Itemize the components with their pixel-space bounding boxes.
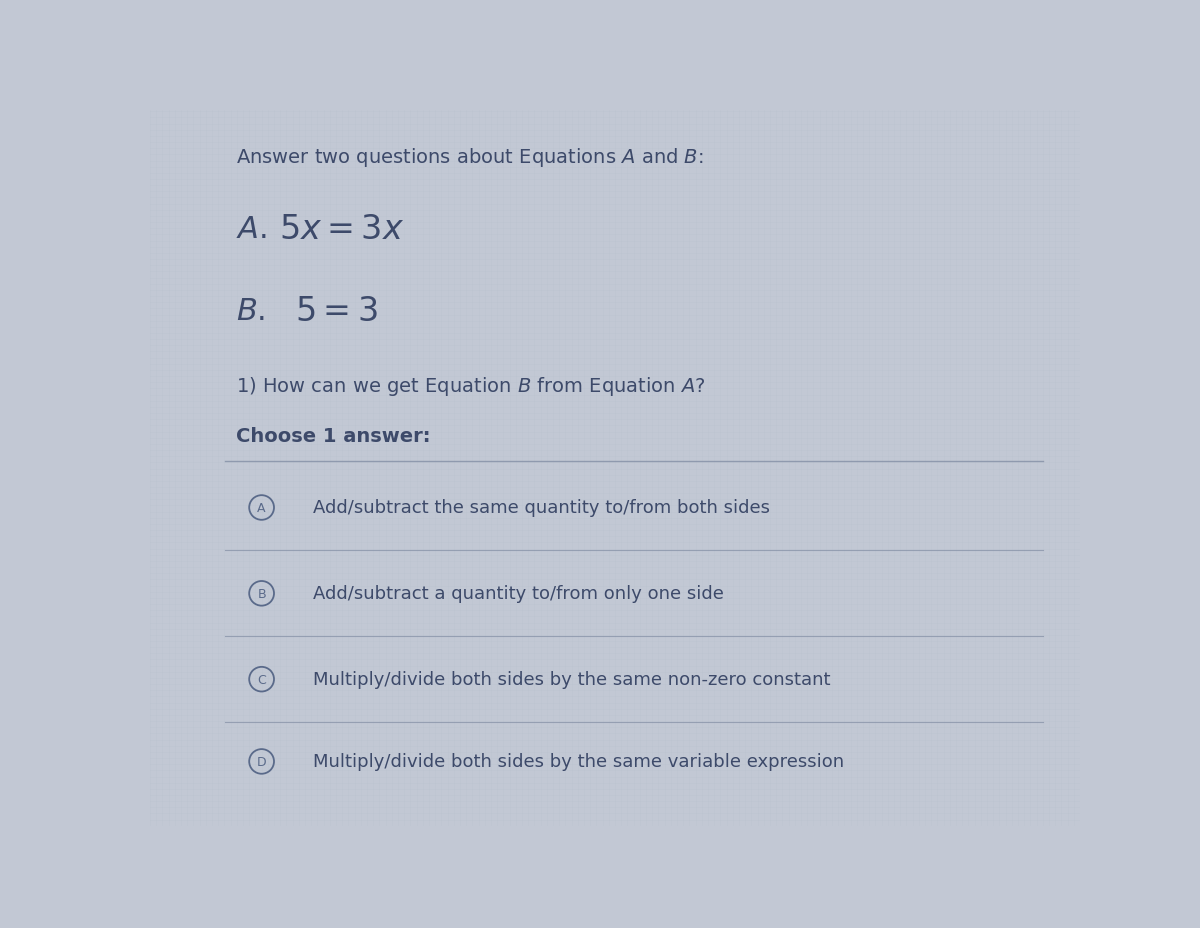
Text: Answer two questions about Equations $\mathit{A}$ and $\mathit{B}$:: Answer two questions about Equations $\m…	[236, 147, 704, 169]
Text: B: B	[257, 587, 266, 600]
Text: Multiply/divide both sides by the same variable expression: Multiply/divide both sides by the same v…	[313, 753, 844, 770]
Text: A: A	[257, 501, 266, 514]
Text: Add/subtract the same quantity to/from both sides: Add/subtract the same quantity to/from b…	[313, 499, 769, 517]
Text: $5 = 3$: $5 = 3$	[295, 295, 378, 328]
Text: Multiply/divide both sides by the same non-zero constant: Multiply/divide both sides by the same n…	[313, 670, 830, 689]
Text: $5x = 3x$: $5x = 3x$	[280, 213, 404, 246]
Text: Add/subtract a quantity to/from only one side: Add/subtract a quantity to/from only one…	[313, 585, 724, 602]
Text: C: C	[257, 673, 266, 686]
Text: D: D	[257, 755, 266, 768]
Text: Choose 1 answer:: Choose 1 answer:	[236, 427, 431, 446]
Text: $\mathit{A.}$: $\mathit{A.}$	[236, 214, 268, 244]
Text: 1) How can we get Equation $\mathit{B}$ from Equation $\mathit{A}$?: 1) How can we get Equation $\mathit{B}$ …	[236, 375, 706, 398]
Text: $\mathit{B.}$: $\mathit{B.}$	[236, 297, 265, 326]
